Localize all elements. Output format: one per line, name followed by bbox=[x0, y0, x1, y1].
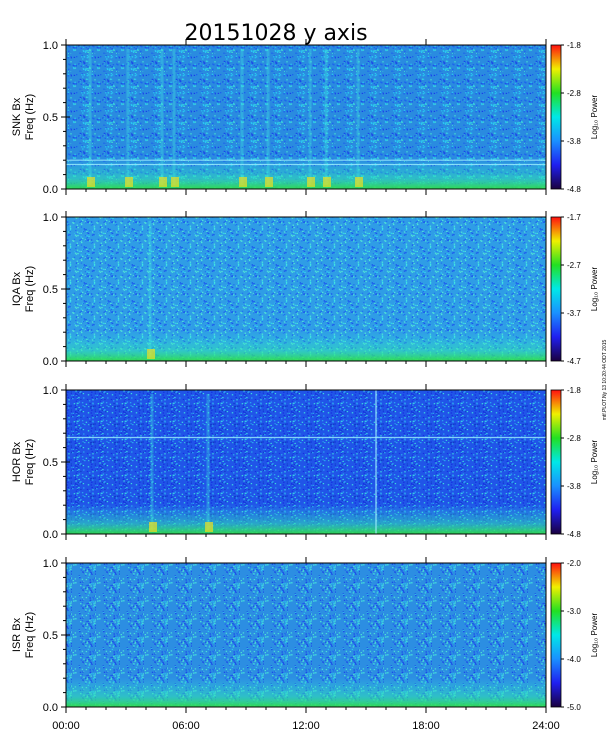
colorbar-tick-label: -3.8 bbox=[567, 137, 581, 146]
y-tick-label: 1.0 bbox=[43, 385, 58, 397]
colorbar-label: Log₁₀ Power bbox=[590, 440, 599, 485]
burst-streak bbox=[324, 49, 328, 185]
y-tick-label: 0.0 bbox=[43, 529, 58, 541]
low-frequency-band bbox=[66, 677, 546, 707]
burst-core bbox=[307, 177, 315, 187]
burst-streak bbox=[160, 49, 164, 185]
burst-core bbox=[355, 177, 363, 187]
burst-core bbox=[87, 177, 95, 187]
colorbar-tick-label: -4.7 bbox=[567, 357, 581, 366]
colorbar-tick-label: -1.8 bbox=[567, 386, 581, 395]
x-tick-label: 24:00 bbox=[532, 720, 560, 732]
colorbar bbox=[550, 389, 562, 535]
burst-core bbox=[205, 522, 213, 532]
low-frequency-band bbox=[66, 331, 546, 361]
burst-core bbox=[265, 177, 273, 187]
colorbar-label: Log₁₀ Power bbox=[590, 95, 599, 140]
burst-core bbox=[125, 177, 133, 187]
burst-streak bbox=[206, 394, 210, 530]
burst-streak bbox=[240, 49, 244, 185]
figure-title: 20151028 y axis bbox=[184, 21, 367, 46]
burst-streak bbox=[356, 49, 360, 185]
y-axis-unit-label: Freq (Hz) bbox=[24, 612, 36, 658]
y-tick-label: 1.0 bbox=[43, 558, 58, 570]
burst-streak bbox=[88, 49, 92, 185]
y-tick-label: 0.0 bbox=[43, 702, 58, 714]
x-tick-label: 06:00 bbox=[172, 720, 200, 732]
colorbar-tick-label: -3.7 bbox=[567, 309, 581, 318]
colorbar-label: Log₁₀ Power bbox=[590, 613, 599, 658]
colorbar-tick-label: -4.8 bbox=[567, 185, 581, 194]
y-tick-label: 0.5 bbox=[43, 630, 58, 642]
y-tick-label: 1.0 bbox=[43, 40, 58, 52]
burst-streak bbox=[148, 221, 152, 357]
colorbar-tick-label: -1.8 bbox=[567, 41, 581, 50]
burst-streak bbox=[150, 394, 154, 530]
spectrogram-panel: 0.0 0.5 1.0 ISR Bx Freq (Hz) -2.0 -3.0 -4.0 -5.0… bbox=[11, 557, 599, 714]
colorbar-tick-label: -3.8 bbox=[567, 482, 581, 491]
spectrogram-panel: 0.0 0.5 1.0 SNK Bx Freq (Hz) -1.8 -2.8 -3.8 -4.8… bbox=[11, 39, 599, 196]
y-axis-station-label: ISR Bx bbox=[11, 617, 23, 652]
colorbar-tick-label: -2.0 bbox=[567, 559, 581, 568]
burst-streak bbox=[126, 49, 130, 185]
side-note: mtf.PLOT.Ny 13 10:20:44 ODT 2015 bbox=[602, 340, 608, 421]
burst-streak bbox=[266, 49, 270, 185]
burst-core bbox=[149, 522, 157, 532]
y-axis-unit-label: Freq (Hz) bbox=[24, 439, 36, 485]
colorbar-tick-label: -1.7 bbox=[567, 213, 581, 222]
burst-streak bbox=[172, 49, 176, 185]
y-axis-station-label: HOR Bx bbox=[11, 441, 23, 482]
y-axis-station-label: IQA Bx bbox=[11, 271, 23, 306]
time-axis: 00:00 06:00 12:00 18:00 24:00 bbox=[52, 720, 560, 732]
y-tick-label: 0.5 bbox=[43, 457, 58, 469]
y-axis-unit-label: Freq (Hz) bbox=[24, 94, 36, 140]
y-axis-unit-label: Freq (Hz) bbox=[24, 266, 36, 312]
burst-streak bbox=[308, 49, 312, 185]
y-tick-label: 0.0 bbox=[43, 184, 58, 196]
burst-core bbox=[159, 177, 167, 187]
colorbar bbox=[550, 216, 562, 362]
burst-core bbox=[171, 177, 179, 187]
y-tick-label: 0.0 bbox=[43, 356, 58, 368]
colorbar-tick-label: -2.8 bbox=[567, 434, 581, 443]
burst-core bbox=[239, 177, 247, 187]
colorbar-tick-label: -4.8 bbox=[567, 530, 581, 539]
colorbar-tick-label: -2.8 bbox=[567, 89, 581, 98]
colorbar bbox=[550, 562, 562, 708]
low-frequency-band bbox=[66, 159, 546, 189]
low-frequency-band bbox=[66, 504, 546, 534]
x-tick-label: 00:00 bbox=[52, 720, 80, 732]
spectrogram-panel: 0.0 0.5 1.0 HOR Bx Freq (Hz) -1.8 -2.8 -3.8 -4.8… bbox=[11, 384, 599, 541]
colorbar bbox=[550, 44, 562, 190]
spectrogram-panel: 0.0 0.5 1.0 IQA Bx Freq (Hz) -1.7 -2.7 -3.7 -4.7… bbox=[11, 211, 599, 368]
y-axis-station-label: SNK Bx bbox=[11, 97, 23, 136]
colorbar-tick-label: -2.7 bbox=[567, 261, 581, 270]
y-tick-label: 0.5 bbox=[43, 284, 58, 296]
x-tick-label: 12:00 bbox=[292, 720, 320, 732]
burst-core bbox=[147, 349, 155, 359]
x-tick-label: 18:00 bbox=[412, 720, 440, 732]
colorbar-label: Log₁₀ Power bbox=[590, 267, 599, 312]
burst-core bbox=[323, 177, 331, 187]
colorbar-tick-label: -3.0 bbox=[567, 607, 581, 616]
colorbar-tick-label: -4.0 bbox=[567, 655, 581, 664]
y-tick-label: 0.5 bbox=[43, 112, 58, 124]
colorbar-tick-label: -5.0 bbox=[567, 703, 581, 712]
y-tick-label: 1.0 bbox=[43, 212, 58, 224]
